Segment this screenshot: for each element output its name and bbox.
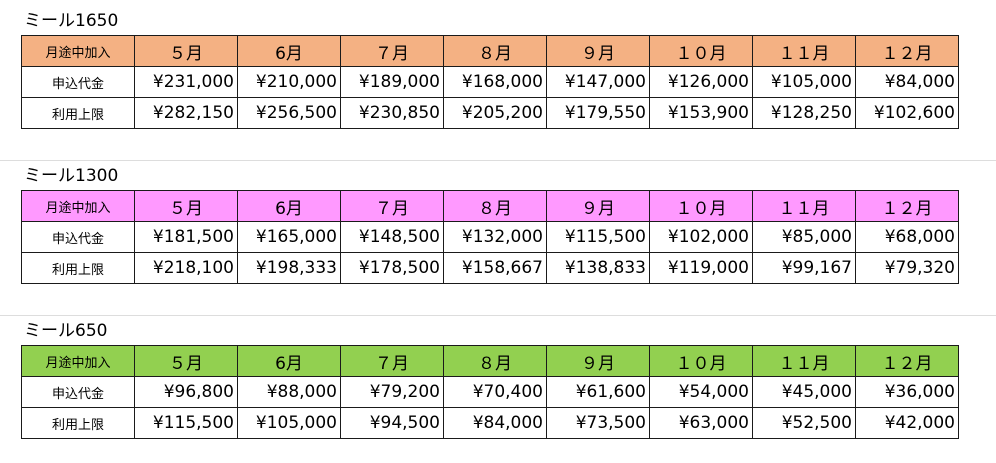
month-header: 6月 — [237, 190, 341, 222]
month-header: ９月 — [546, 190, 650, 222]
limit-cell: ¥115,500 — [134, 407, 238, 439]
table-row: 利用上限 ¥218,100 ¥198,333 ¥178,500 ¥158,667… — [21, 252, 959, 284]
corner-label: 月途中加入 — [21, 35, 135, 67]
price-cell: ¥168,000 — [443, 66, 547, 98]
limit-cell: ¥42,000 — [855, 407, 959, 439]
limit-cell: ¥94,500 — [340, 407, 444, 439]
price-cell: ¥210,000 — [237, 66, 341, 98]
row-label: 利用上限 — [21, 252, 135, 284]
price-cell: ¥148,500 — [340, 221, 444, 253]
limit-cell: ¥79,320 — [855, 252, 959, 284]
month-header: ５月 — [134, 190, 238, 222]
row-label: 申込代金 — [21, 376, 135, 408]
price-cell: ¥165,000 — [237, 221, 341, 253]
month-header: ９月 — [546, 345, 650, 377]
month-header: ７月 — [340, 35, 444, 67]
price-table: 月途中加入 ５月 6月 ７月 ８月 ９月 １０月 １１月 １２月 申込代金 ¥2… — [21, 35, 959, 129]
corner-label: 月途中加入 — [21, 190, 135, 222]
header-row: 月途中加入 ５月 6月 ７月 ８月 ９月 １０月 １１月 １２月 — [21, 345, 959, 377]
price-cell: ¥102,000 — [649, 221, 753, 253]
price-cell: ¥61,600 — [546, 376, 650, 408]
limit-cell: ¥218,100 — [134, 252, 238, 284]
price-cell: ¥96,800 — [134, 376, 238, 408]
month-header: ５月 — [134, 345, 238, 377]
table-row: 申込代金 ¥181,500 ¥165,000 ¥148,500 ¥132,000… — [21, 221, 959, 253]
limit-cell: ¥63,000 — [649, 407, 753, 439]
header-row: 月途中加入 ５月 6月 ７月 ８月 ９月 １０月 １１月 １２月 — [21, 190, 959, 222]
month-header: １１月 — [752, 35, 856, 67]
table-row: 利用上限 ¥115,500 ¥105,000 ¥94,500 ¥84,000 ¥… — [21, 407, 959, 439]
limit-cell: ¥119,000 — [649, 252, 753, 284]
limit-cell: ¥102,600 — [855, 97, 959, 129]
limit-cell: ¥73,500 — [546, 407, 650, 439]
limit-cell: ¥178,500 — [340, 252, 444, 284]
limit-cell: ¥84,000 — [443, 407, 547, 439]
month-header: ８月 — [443, 190, 547, 222]
month-header: 6月 — [237, 35, 341, 67]
row-label: 申込代金 — [21, 66, 135, 98]
limit-cell: ¥128,250 — [752, 97, 856, 129]
price-cell: ¥105,000 — [752, 66, 856, 98]
price-table: 月途中加入 ５月 6月 ７月 ８月 ９月 １０月 １１月 １２月 申込代金 ¥1… — [21, 190, 959, 284]
price-cell: ¥189,000 — [340, 66, 444, 98]
limit-cell: ¥205,200 — [443, 97, 547, 129]
month-header: 6月 — [237, 345, 341, 377]
plan-title: ミール650 — [24, 321, 108, 341]
limit-cell: ¥153,900 — [649, 97, 753, 129]
month-header: １２月 — [855, 35, 959, 67]
price-cell: ¥126,000 — [649, 66, 753, 98]
month-header: １２月 — [855, 345, 959, 377]
limit-cell: ¥99,167 — [752, 252, 856, 284]
plan-title: ミール1650 — [24, 11, 119, 31]
section-divider — [0, 315, 996, 316]
price-cell: ¥45,000 — [752, 376, 856, 408]
limit-cell: ¥158,667 — [443, 252, 547, 284]
month-header: １０月 — [649, 345, 753, 377]
price-cell: ¥88,000 — [237, 376, 341, 408]
limit-cell: ¥282,150 — [134, 97, 238, 129]
row-label: 申込代金 — [21, 221, 135, 253]
row-label: 利用上限 — [21, 97, 135, 129]
month-header: １１月 — [752, 190, 856, 222]
section-divider — [0, 160, 996, 161]
price-cell: ¥147,000 — [546, 66, 650, 98]
limit-cell: ¥52,500 — [752, 407, 856, 439]
plan-title: ミール1300 — [24, 166, 119, 186]
price-table: 月途中加入 ５月 6月 ７月 ８月 ９月 １０月 １１月 １２月 申込代金 ¥9… — [21, 345, 959, 439]
price-cell: ¥79,200 — [340, 376, 444, 408]
price-cell: ¥84,000 — [855, 66, 959, 98]
table-row: 申込代金 ¥231,000 ¥210,000 ¥189,000 ¥168,000… — [21, 66, 959, 98]
corner-label: 月途中加入 — [21, 345, 135, 377]
row-label: 利用上限 — [21, 407, 135, 439]
month-header: ９月 — [546, 35, 650, 67]
month-header: ７月 — [340, 345, 444, 377]
table-row: 申込代金 ¥96,800 ¥88,000 ¥79,200 ¥70,400 ¥61… — [21, 376, 959, 408]
price-cell: ¥132,000 — [443, 221, 547, 253]
price-cell: ¥231,000 — [134, 66, 238, 98]
month-header: １２月 — [855, 190, 959, 222]
limit-cell: ¥179,550 — [546, 97, 650, 129]
price-cell: ¥70,400 — [443, 376, 547, 408]
limit-cell: ¥230,850 — [340, 97, 444, 129]
price-cell: ¥181,500 — [134, 221, 238, 253]
limit-cell: ¥105,000 — [237, 407, 341, 439]
month-header: ８月 — [443, 35, 547, 67]
month-header: １０月 — [649, 35, 753, 67]
price-cell: ¥54,000 — [649, 376, 753, 408]
limit-cell: ¥256,500 — [237, 97, 341, 129]
month-header: １１月 — [752, 345, 856, 377]
month-header: ５月 — [134, 35, 238, 67]
limit-cell: ¥198,333 — [237, 252, 341, 284]
table-row: 利用上限 ¥282,150 ¥256,500 ¥230,850 ¥205,200… — [21, 97, 959, 129]
price-cell: ¥68,000 — [855, 221, 959, 253]
price-cell: ¥115,500 — [546, 221, 650, 253]
price-cell: ¥85,000 — [752, 221, 856, 253]
month-header: １０月 — [649, 190, 753, 222]
header-row: 月途中加入 ５月 6月 ７月 ８月 ９月 １０月 １１月 １２月 — [21, 35, 959, 67]
month-header: ８月 — [443, 345, 547, 377]
limit-cell: ¥138,833 — [546, 252, 650, 284]
price-cell: ¥36,000 — [855, 376, 959, 408]
month-header: ７月 — [340, 190, 444, 222]
